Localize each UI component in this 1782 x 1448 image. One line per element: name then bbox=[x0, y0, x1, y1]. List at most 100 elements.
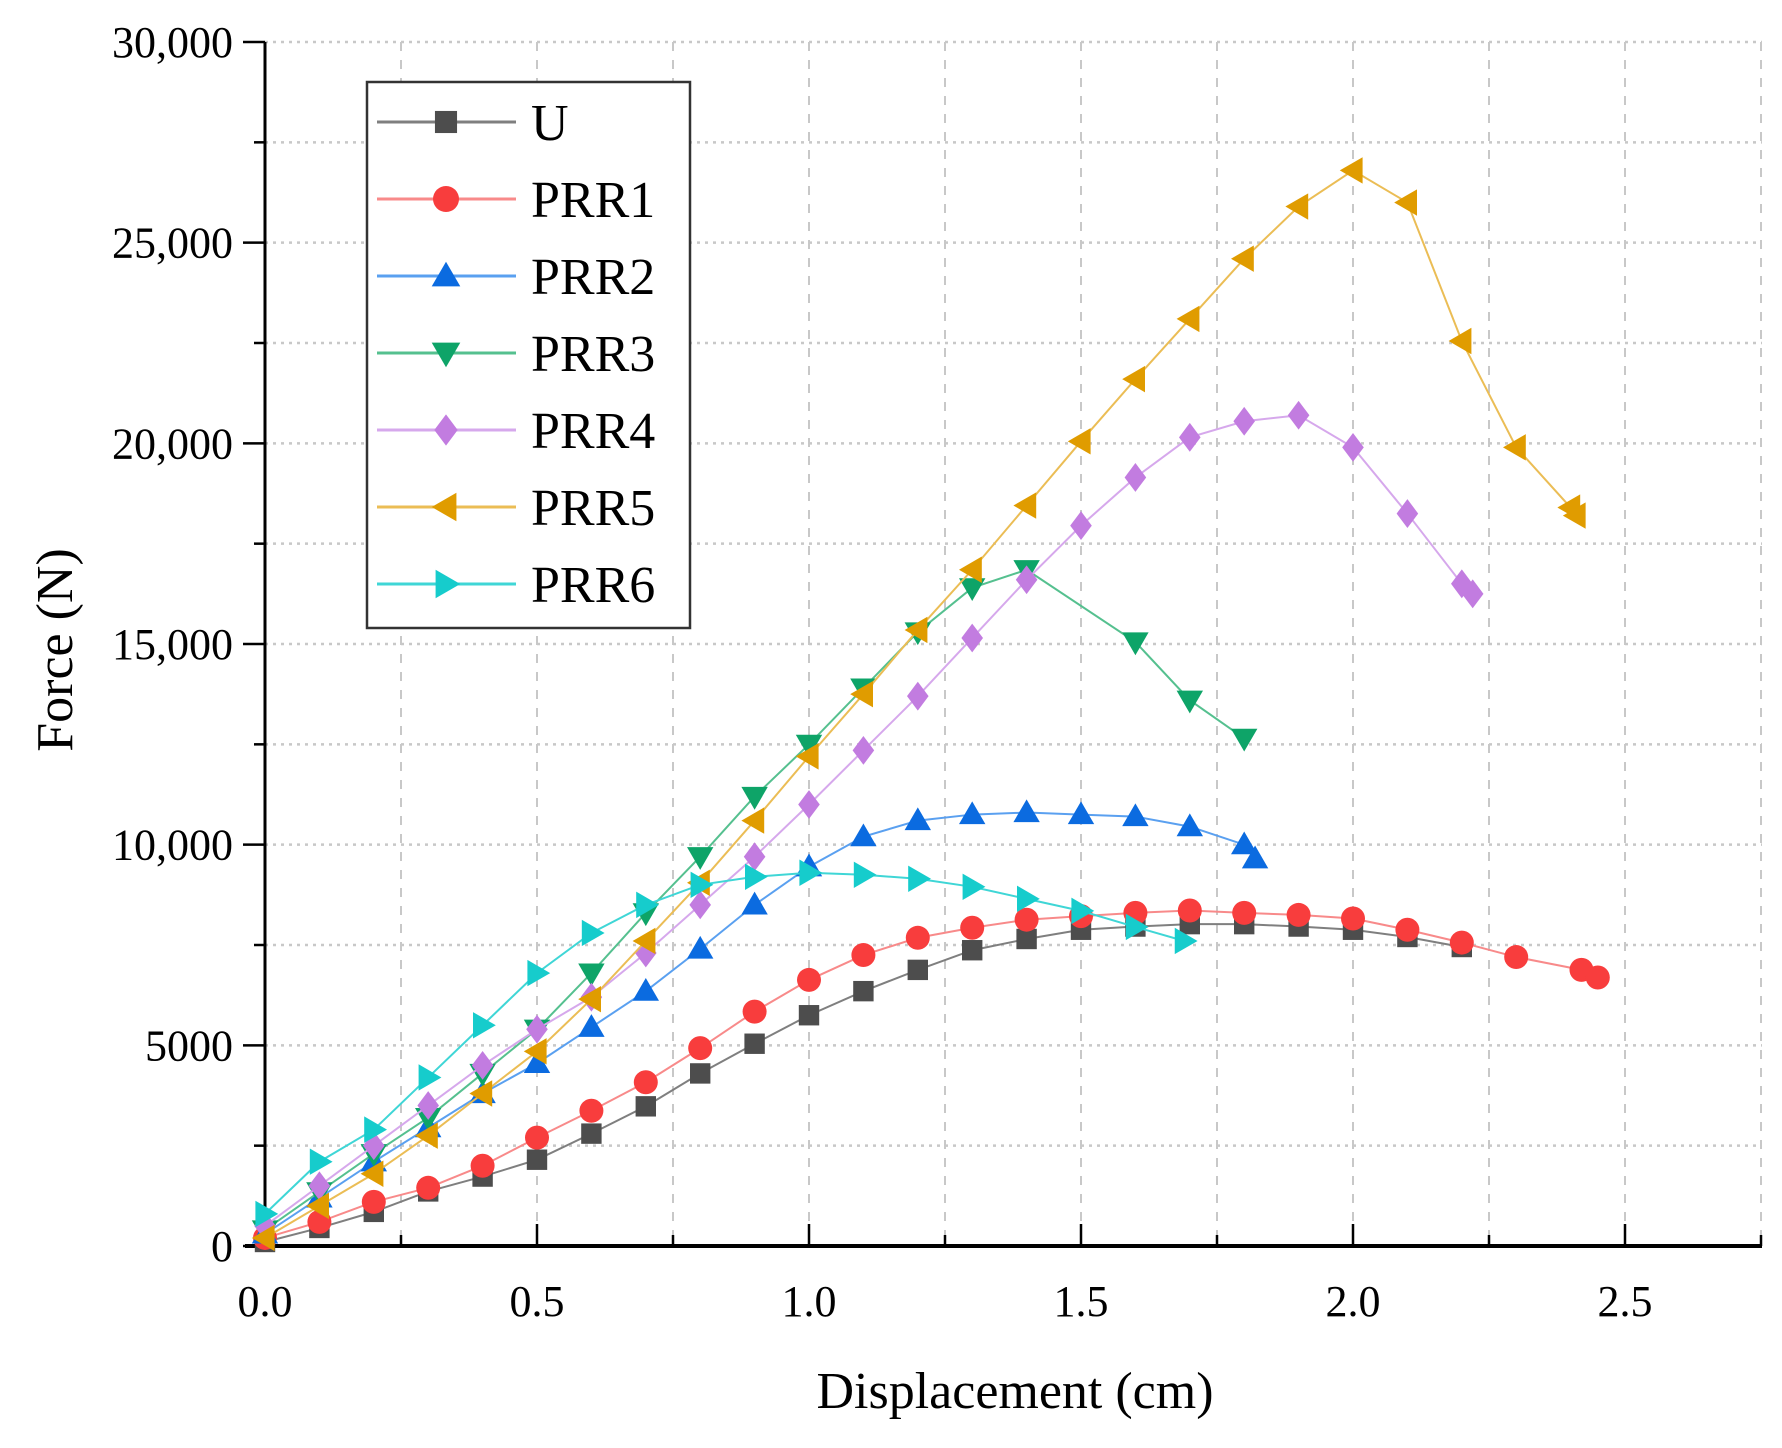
x-tick-label: 1.5 bbox=[1054, 1277, 1109, 1326]
series-line-u bbox=[264, 923, 1462, 1243]
data-point bbox=[904, 807, 931, 831]
y-tick-label: 20,000 bbox=[112, 419, 233, 468]
data-point bbox=[687, 847, 714, 870]
data-point bbox=[853, 861, 877, 888]
legend-marker-icon bbox=[434, 110, 458, 134]
data-point bbox=[852, 735, 875, 765]
data-point bbox=[255, 1200, 279, 1228]
data-point bbox=[632, 977, 659, 1001]
data-point bbox=[308, 1171, 331, 1201]
series-line-prr4 bbox=[264, 414, 1474, 1227]
data-point bbox=[1013, 799, 1040, 823]
data-point bbox=[1503, 434, 1526, 461]
series-prr1 bbox=[253, 898, 1610, 1250]
data-point bbox=[1013, 492, 1037, 519]
series-line-prr2 bbox=[264, 811, 1256, 1235]
legend-item-prr5: PRR5 bbox=[377, 480, 655, 537]
data-point bbox=[469, 1080, 493, 1107]
data-point bbox=[1339, 157, 1363, 184]
data-point bbox=[907, 681, 929, 711]
data-point bbox=[1448, 327, 1472, 355]
data-point bbox=[850, 823, 877, 847]
data-point bbox=[743, 842, 766, 872]
x-tick-label: 2.5 bbox=[1598, 1277, 1653, 1326]
x-tick-label: 0.0 bbox=[238, 1277, 293, 1326]
data-point bbox=[745, 863, 768, 890]
data-point bbox=[526, 1149, 548, 1170]
data-point bbox=[687, 935, 714, 959]
legend-label: PRR1 bbox=[531, 172, 655, 229]
data-point bbox=[1067, 428, 1091, 455]
data-point bbox=[690, 1063, 711, 1084]
data-point bbox=[1232, 900, 1257, 925]
data-point bbox=[415, 1122, 438, 1149]
data-point bbox=[1231, 245, 1254, 272]
data-point bbox=[360, 1160, 384, 1187]
data-point bbox=[1067, 801, 1095, 825]
data-point bbox=[418, 1064, 442, 1091]
data-point bbox=[962, 873, 986, 901]
data-point bbox=[795, 743, 819, 770]
data-point bbox=[1174, 927, 1198, 955]
data-point bbox=[907, 959, 928, 981]
y-tick-label: 5000 bbox=[145, 1021, 233, 1070]
data-point bbox=[361, 1189, 386, 1214]
data-point bbox=[1176, 690, 1203, 714]
y-tick-label: 25,000 bbox=[112, 219, 233, 268]
legend-marker-icon bbox=[435, 569, 461, 599]
legend-item-prr6: PRR6 bbox=[377, 557, 655, 614]
series-line-prr6 bbox=[264, 871, 1185, 1215]
legend-label: PRR4 bbox=[531, 403, 655, 460]
data-point bbox=[799, 859, 823, 886]
data-point bbox=[1396, 499, 1419, 528]
data-point bbox=[1177, 898, 1202, 923]
y-tick-label: 0 bbox=[211, 1222, 233, 1271]
legend-label: PRR6 bbox=[531, 557, 655, 614]
data-point bbox=[578, 963, 605, 987]
data-point bbox=[1461, 579, 1484, 609]
data-point bbox=[741, 786, 768, 810]
data-point bbox=[904, 616, 928, 644]
data-point bbox=[1395, 917, 1420, 942]
data-point bbox=[850, 680, 873, 708]
x-tick-label: 2.0 bbox=[1326, 1277, 1381, 1326]
data-point bbox=[1017, 885, 1040, 913]
data-point bbox=[1122, 632, 1149, 656]
data-point bbox=[523, 1050, 551, 1073]
series-prr6 bbox=[255, 859, 1198, 1228]
data-point bbox=[960, 915, 985, 940]
data-point bbox=[1016, 928, 1037, 950]
legend: U PRR1 PRR2 PRR3 PRR4 PRR5 PRR6 bbox=[365, 80, 692, 630]
y-axis-title: Force (N) bbox=[27, 548, 84, 752]
data-point bbox=[1176, 813, 1203, 837]
legend-box bbox=[365, 80, 692, 630]
data-point bbox=[416, 1175, 441, 1200]
data-point bbox=[579, 1098, 604, 1123]
data-point bbox=[961, 623, 983, 653]
data-point bbox=[690, 871, 714, 898]
data-point bbox=[1241, 845, 1269, 869]
x-tick-label: 1.0 bbox=[782, 1277, 837, 1326]
y-tick-label: 15,000 bbox=[112, 620, 233, 669]
data-point bbox=[1394, 189, 1417, 216]
data-point bbox=[1342, 432, 1364, 462]
legend-marker-icon bbox=[431, 342, 461, 368]
legend-label: PRR5 bbox=[531, 480, 655, 537]
data-point bbox=[1231, 831, 1258, 855]
data-point bbox=[1231, 728, 1258, 752]
data-point bbox=[1015, 565, 1038, 595]
data-point bbox=[1562, 502, 1586, 529]
data-point bbox=[306, 1192, 329, 1220]
data-point bbox=[962, 940, 983, 961]
data-point bbox=[581, 1123, 602, 1144]
data-point bbox=[525, 1125, 549, 1150]
data-point bbox=[1504, 945, 1529, 970]
x-tick-label: 0.5 bbox=[510, 1277, 565, 1326]
data-point bbox=[1585, 965, 1610, 990]
legend-item-prr3: PRR3 bbox=[377, 326, 655, 383]
series-prr5 bbox=[251, 157, 1586, 1252]
data-point bbox=[636, 891, 659, 919]
legend-label: PRR2 bbox=[531, 249, 655, 306]
data-point bbox=[742, 999, 767, 1024]
data-point bbox=[1233, 406, 1255, 436]
